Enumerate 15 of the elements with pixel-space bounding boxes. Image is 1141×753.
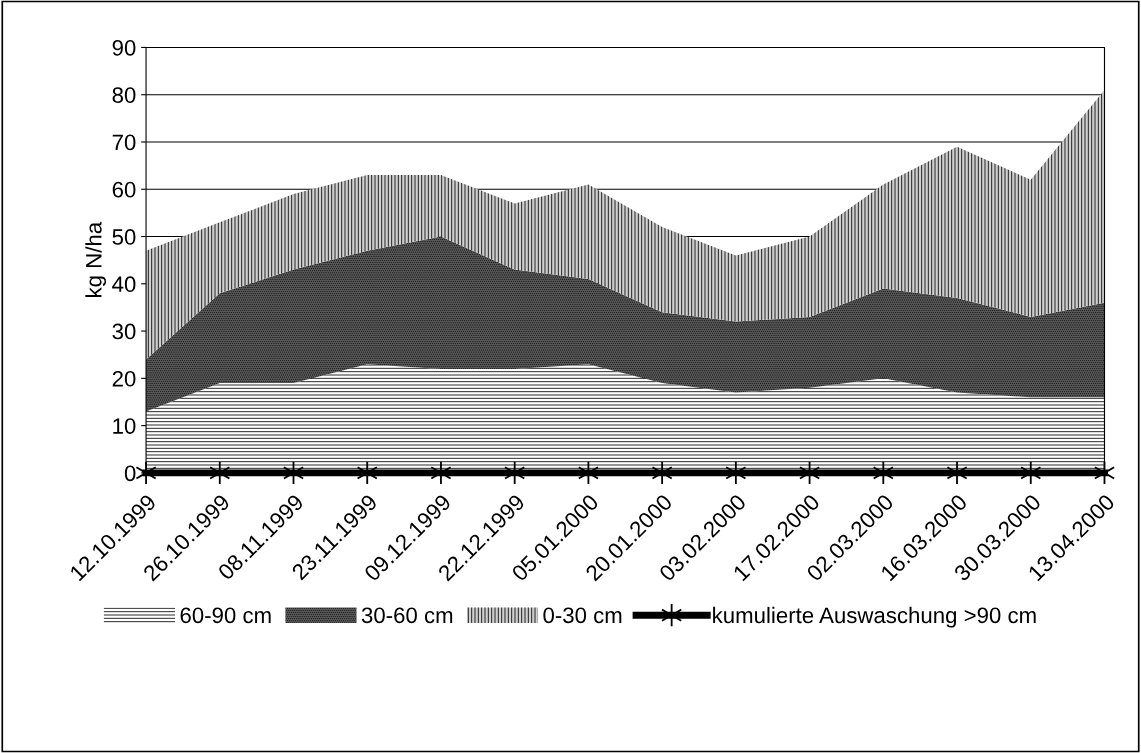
legend-label: 30-60 cm [361,607,453,624]
y-tick-label: 40 [112,276,136,293]
y-tick-label: 30 [112,323,136,340]
y-tick-label: 10 [113,418,136,434]
y-tick-label: 80 [112,87,136,103]
y-axis-title: kg N/ha [85,221,107,297]
y-tick-label: 60 [112,181,136,198]
y-tick-label: 0 [124,465,136,482]
legend-label: 60-90 cm [180,607,271,624]
y-tick-label: 20 [112,370,136,387]
legend-label: 0-30 cm [543,607,622,624]
y-tick-label: 90 [112,39,136,56]
y-tick-label: 50 [112,229,136,245]
y-tick-label: 70 [112,134,136,151]
legend-label: kumulierte Auswaschung >90 cm [713,606,1036,628]
